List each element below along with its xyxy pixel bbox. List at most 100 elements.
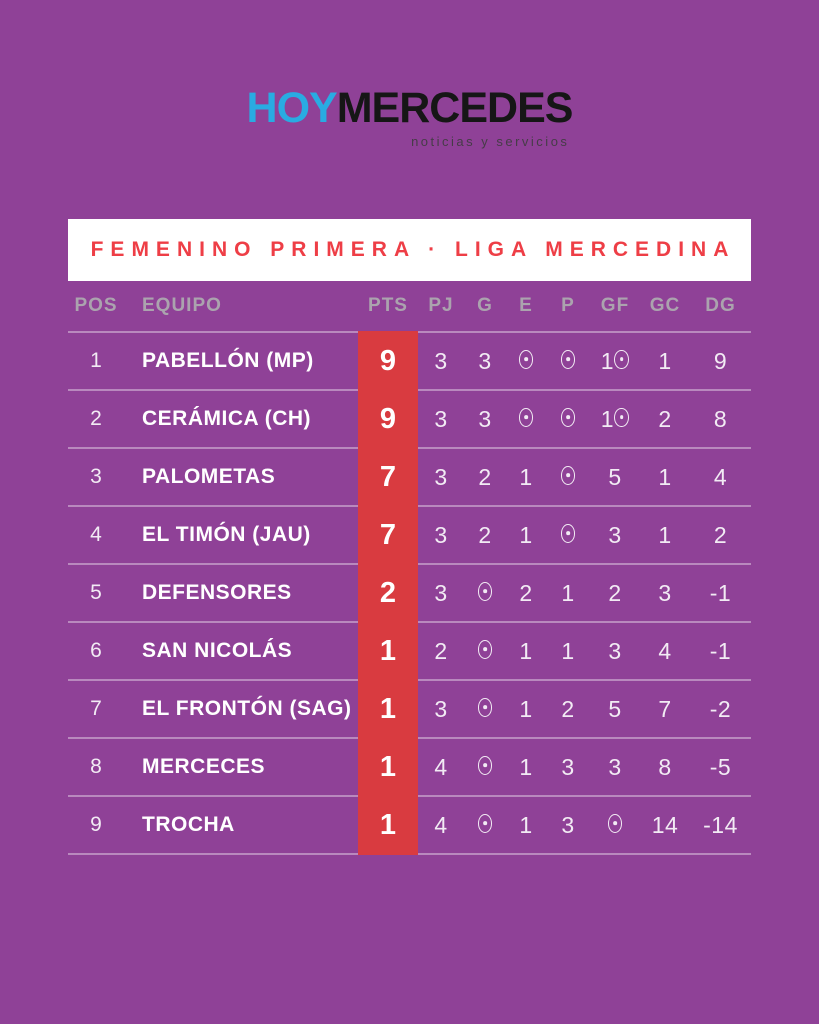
cell-equipo: DEFENSORES bbox=[142, 581, 292, 605]
cell-gc: 7 bbox=[658, 695, 672, 722]
cell-dg: 4 bbox=[713, 463, 728, 490]
column-header-pos: POS bbox=[74, 295, 118, 317]
cell-p: 1 bbox=[561, 579, 575, 606]
column-header-equipo: EQUIPO bbox=[142, 295, 222, 317]
league-banner-title: FEMENINO PRIMERA · LIGA MERCEDINA bbox=[90, 238, 736, 262]
cell-e: 1 bbox=[519, 463, 533, 490]
cell-pj: 4 bbox=[434, 811, 448, 838]
dotted-zero-glyph bbox=[560, 349, 576, 369]
cell-pts: 9 bbox=[379, 402, 397, 435]
cell-pj: 3 bbox=[434, 579, 448, 606]
cell-equipo: SAN NICOLÁS bbox=[142, 639, 293, 663]
column-header-p: P bbox=[561, 295, 575, 317]
cell-e bbox=[518, 406, 534, 433]
cell-equipo: EL FRONTÓN (SAG) bbox=[142, 697, 352, 721]
cell-pos: 3 bbox=[90, 465, 102, 489]
cell-e: 1 bbox=[519, 753, 533, 780]
cell-pos: 2 bbox=[90, 407, 102, 431]
cell-g bbox=[477, 812, 493, 839]
dotted-zero-glyph bbox=[560, 523, 576, 543]
cell-gf: 1 bbox=[601, 406, 630, 433]
standings-table: POS EQUIPO PTS PJ G E P GF GC DG 1 PABELLÓN (MP) 9 3… bbox=[68, 281, 751, 856]
cell-p: 3 bbox=[561, 811, 575, 838]
cell-g bbox=[477, 580, 493, 607]
column-header-pj: PJ bbox=[428, 295, 454, 317]
cell-equipo: CERÁMICA (CH) bbox=[142, 407, 312, 431]
cell-p bbox=[560, 406, 576, 433]
dotted-zero-glyph bbox=[518, 349, 534, 369]
cell-p: 2 bbox=[561, 695, 575, 722]
cell-equipo: MERCECES bbox=[142, 755, 266, 779]
cell-gc: 14 bbox=[651, 811, 679, 838]
cell-equipo: PABELLÓN (MP) bbox=[142, 349, 314, 373]
cell-pts: 1 bbox=[379, 634, 397, 667]
column-header-dg: DG bbox=[705, 295, 736, 317]
points-column-highlight bbox=[358, 331, 418, 856]
league-banner: FEMENINO PRIMERA · LIGA MERCEDINA bbox=[68, 219, 751, 282]
cell-dg: -1 bbox=[709, 637, 732, 664]
cell-dg: -1 bbox=[709, 579, 732, 606]
cell-pts: 7 bbox=[379, 518, 397, 551]
column-header-gc: GC bbox=[649, 295, 681, 317]
cell-gc: 2 bbox=[658, 405, 672, 432]
cell-dg: 2 bbox=[713, 521, 728, 548]
cell-equipo: TROCHA bbox=[142, 813, 235, 837]
cell-g: 3 bbox=[478, 347, 492, 374]
cell-dg: -2 bbox=[709, 695, 732, 722]
dotted-zero-glyph bbox=[477, 755, 493, 775]
cell-gf: 1 bbox=[601, 348, 630, 375]
dotted-zero-glyph bbox=[614, 407, 629, 427]
cell-pos: 1 bbox=[90, 349, 102, 373]
table-header-row: POS EQUIPO PTS PJ G E P GF GC DG bbox=[68, 281, 751, 331]
cell-pj: 3 bbox=[434, 347, 448, 374]
cell-pos: 6 bbox=[90, 639, 102, 663]
logo-hoy: HOY bbox=[246, 84, 338, 132]
dotted-zero-glyph bbox=[477, 813, 493, 833]
cell-g bbox=[477, 754, 493, 781]
cell-gf: 3 bbox=[608, 753, 622, 780]
cell-p bbox=[560, 348, 576, 375]
cell-pj: 4 bbox=[434, 753, 448, 780]
cell-dg: 8 bbox=[713, 405, 728, 432]
dotted-zero-glyph bbox=[477, 697, 493, 717]
cell-gc: 1 bbox=[658, 347, 672, 374]
cell-p: 3 bbox=[561, 753, 575, 780]
cell-p: 1 bbox=[561, 637, 575, 664]
cell-dg: 9 bbox=[713, 347, 728, 374]
cell-pos: 4 bbox=[90, 523, 102, 547]
dotted-zero-glyph bbox=[477, 639, 493, 659]
cell-gc: 8 bbox=[658, 753, 672, 780]
cell-gf: 3 bbox=[608, 637, 622, 664]
column-header-g: G bbox=[477, 295, 493, 317]
cell-pos: 8 bbox=[90, 755, 102, 779]
cell-g: 3 bbox=[478, 405, 492, 432]
cell-pts: 7 bbox=[379, 460, 397, 493]
cell-pts: 1 bbox=[379, 750, 397, 783]
cell-pts: 1 bbox=[379, 808, 397, 841]
table-body: 1 PABELLÓN (MP) 9 3 3 1 1 9 2 CERÁMICA (CH) 9 3 3 1 2 8… bbox=[68, 331, 751, 853]
cell-pj: 2 bbox=[434, 637, 448, 664]
cell-g bbox=[477, 638, 493, 665]
column-header-pts: PTS bbox=[368, 295, 408, 317]
cell-gc: 1 bbox=[658, 463, 672, 490]
cell-g: 2 bbox=[478, 463, 492, 490]
cell-gf: 2 bbox=[608, 579, 622, 606]
dotted-zero-glyph bbox=[477, 581, 493, 601]
logo-tagline: noticias y servicios bbox=[411, 134, 570, 150]
cell-gc: 1 bbox=[658, 521, 672, 548]
cell-e bbox=[518, 348, 534, 375]
cell-pos: 5 bbox=[90, 581, 102, 605]
cell-pts: 9 bbox=[379, 344, 397, 377]
logo-mercedes: MERCEDES bbox=[336, 84, 574, 132]
cell-g: 2 bbox=[478, 521, 492, 548]
cell-dg: -14 bbox=[703, 811, 738, 838]
cell-e: 1 bbox=[519, 637, 533, 664]
dotted-zero-glyph bbox=[560, 465, 576, 485]
cell-gf bbox=[607, 812, 623, 839]
cell-equipo: EL TIMÓN (JAU) bbox=[142, 523, 311, 547]
cell-e: 1 bbox=[519, 695, 533, 722]
cell-gf: 5 bbox=[608, 695, 622, 722]
cell-equipo: PALOMETAS bbox=[142, 465, 276, 489]
cell-gf: 3 bbox=[608, 521, 622, 548]
